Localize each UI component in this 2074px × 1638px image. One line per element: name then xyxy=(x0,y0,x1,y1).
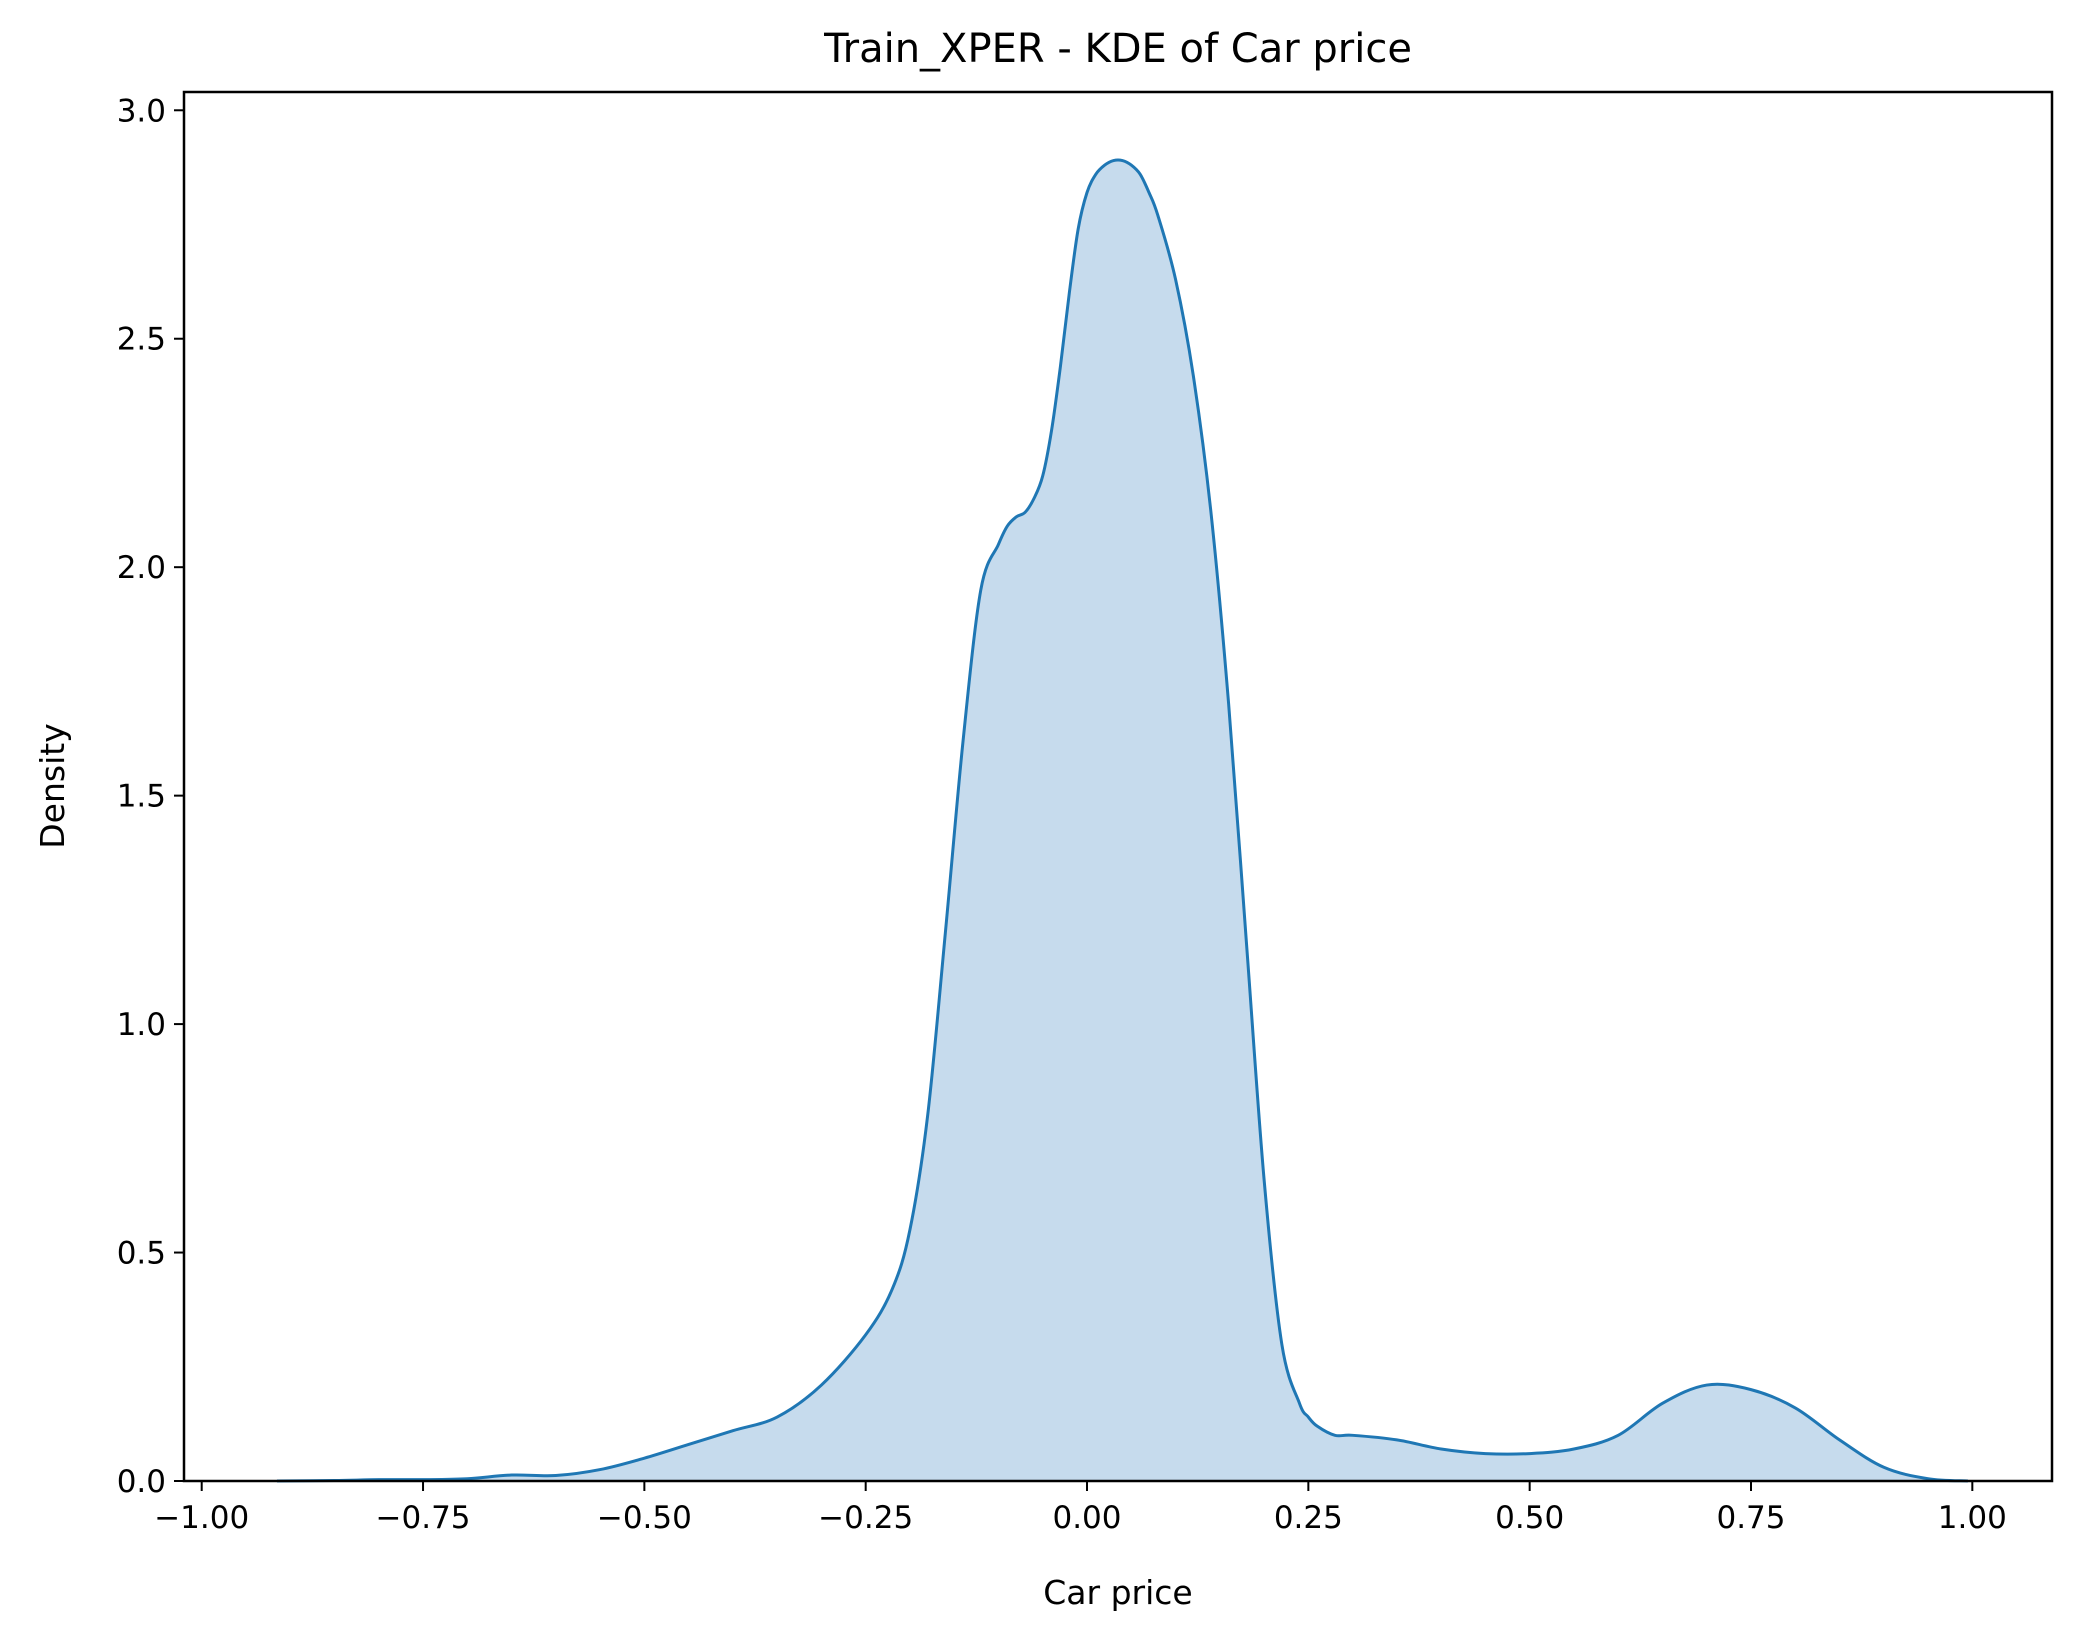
kde-line-0 xyxy=(276,158,1968,1483)
plot-frame xyxy=(182,90,2054,1483)
x-tick-label: −0.25 xyxy=(818,1500,913,1536)
x-tick-label: 0.75 xyxy=(1716,1500,1785,1536)
y-tick-label: 0.0 xyxy=(117,1464,166,1500)
kde-area-0 xyxy=(276,159,1968,1481)
y-tick-label: 2.0 xyxy=(117,550,166,586)
x-tick-label: 1.00 xyxy=(1938,1500,2007,1536)
y-axis: 0.0 0.5 1.0 1.5 2.0 2.5 3.0 xyxy=(117,93,184,1500)
y-tick-label: 1.5 xyxy=(117,779,166,815)
x-tick-label: −0.75 xyxy=(376,1500,471,1536)
y-tick-label: 1.0 xyxy=(117,1007,166,1043)
x-tick-label: −0.50 xyxy=(597,1500,692,1536)
plot-area xyxy=(276,158,1968,1483)
x-tick-label: 0.50 xyxy=(1495,1500,1564,1536)
x-axis-label: Car price xyxy=(1043,1573,1192,1612)
y-tick-label: 0.5 xyxy=(117,1236,166,1272)
x-tick-label: −1.00 xyxy=(154,1500,249,1536)
x-tick-label: 0.25 xyxy=(1274,1500,1343,1536)
y-tick-label: 2.5 xyxy=(117,322,166,358)
y-tick-label: 3.0 xyxy=(117,93,166,129)
x-axis: −1.00 −0.75 −0.50 −0.25 0.00 0.25 0.50 0.75 1.00 xyxy=(154,1481,2007,1536)
y-axis-label: Density xyxy=(33,723,72,848)
x-tick-label: 0.00 xyxy=(1052,1500,1121,1536)
chart-title: Train_XPER - KDE of Car price xyxy=(823,26,1412,72)
